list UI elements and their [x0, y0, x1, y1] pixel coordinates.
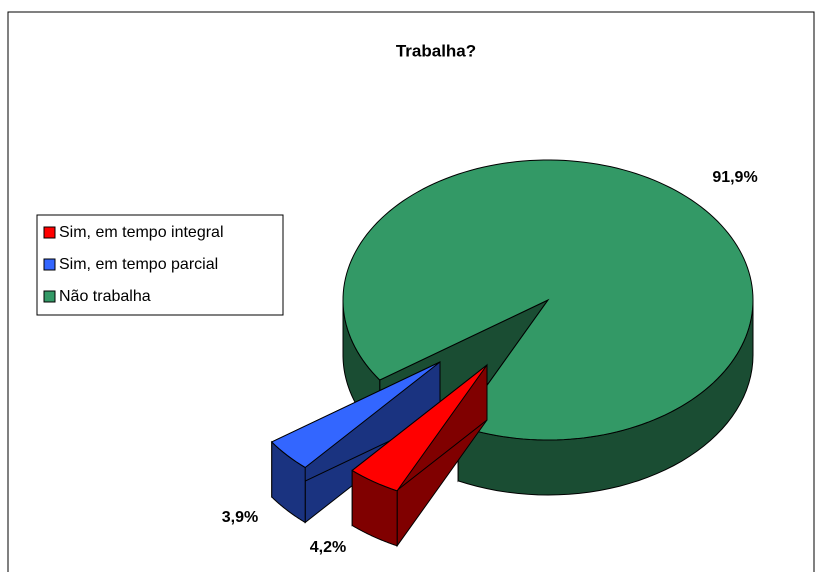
- legend-label: Não trabalha: [59, 288, 151, 305]
- legend-swatch: [43, 226, 56, 239]
- data-label: 91,9%: [712, 169, 757, 186]
- data-label: 3,9%: [222, 509, 258, 526]
- pie-slice: [270, 361, 441, 469]
- legend-label: Sim, em tempo integral: [59, 224, 224, 241]
- legend-box: [36, 214, 284, 316]
- chart-title: Trabalha?: [396, 41, 476, 60]
- pie-slice: [351, 364, 488, 492]
- data-label: 4,2%: [310, 539, 346, 556]
- legend-swatch: [43, 290, 56, 303]
- legend-label: Sim, em tempo parcial: [59, 256, 218, 273]
- legend-swatch: [43, 258, 56, 271]
- pie-slice: [342, 159, 754, 441]
